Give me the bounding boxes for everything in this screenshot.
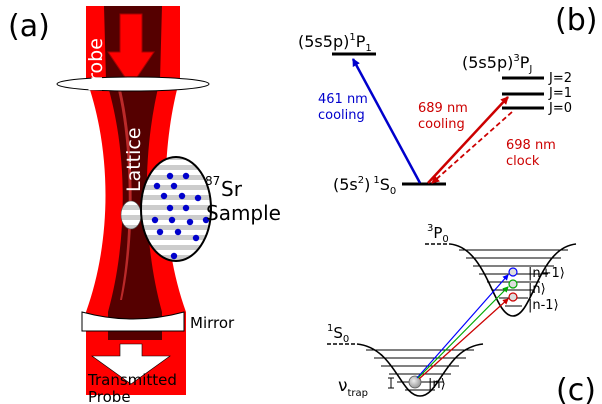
sample-isotope: 87 <box>205 174 220 188</box>
atom-dots <box>151 172 210 260</box>
transition-698 <box>431 111 513 184</box>
level-label-j2: J=2 <box>548 71 572 86</box>
state-1s0-label: (5s2) 1S0 <box>333 175 396 197</box>
mirror <box>81 311 185 332</box>
transmitted-label-line1: Transmitted <box>87 371 177 389</box>
sample-element: Sr <box>221 177 243 201</box>
sample-label: Sample <box>206 201 281 225</box>
state-3pj-label: (5s5p)3PJ <box>462 53 532 75</box>
panel-b-label: (b) <box>555 3 597 38</box>
upper-level-n-minus-1: |n-1⟩ <box>528 298 559 313</box>
probe-arrow-icon <box>107 13 155 87</box>
probe-label: Probe <box>85 38 107 92</box>
transition-698-line1: 698 nm <box>506 138 556 153</box>
upper-potential-well <box>449 243 577 317</box>
sideband-blue <box>416 274 509 379</box>
transmitted-arrow-icon <box>91 343 171 385</box>
atom-n-minus-1 <box>508 292 518 302</box>
lower-state-label: 1S0 <box>327 323 349 345</box>
panel-c: (c) 3P0 1S0 <box>327 223 596 404</box>
lattice-label: Lattice <box>123 127 145 192</box>
upper-level-n-plus-1: |n+1⟩ <box>528 266 565 281</box>
focusing-lens <box>56 76 210 92</box>
transition-698-line2: clock <box>506 154 540 169</box>
atom-n <box>508 279 518 289</box>
panel-b: (b) (5s5p)1P1 (5s5p)3PJ (5s2) 1S0 J=2 J=1… <box>298 3 597 197</box>
atom-ground <box>408 375 422 389</box>
transmitted-label-line2: Probe <box>88 388 131 404</box>
lower-level-n: |n⟩ <box>428 377 446 392</box>
upper-state-label: 3P0 <box>427 223 449 245</box>
trap-frequency-label: νtrap <box>338 376 368 399</box>
trapped-atom-cloud <box>120 200 142 230</box>
sideband-carrier <box>417 286 509 379</box>
transition-461-line2: cooling <box>318 108 365 123</box>
panel-a: (a) Probe Lattice 87 Sr <box>8 6 281 404</box>
trap-spacing-bar <box>388 377 394 389</box>
panel-a-label: (a) <box>8 9 50 44</box>
lattice-highlight <box>118 90 132 300</box>
level-label-j0: J=0 <box>548 101 572 116</box>
mirror-label: Mirror <box>190 314 235 332</box>
transition-689-line1: 689 nm <box>418 101 468 116</box>
state-1p1-label: (5s5p)1P1 <box>298 32 372 54</box>
upper-vib-levels <box>459 249 568 307</box>
transition-461 <box>351 58 422 184</box>
panel-c-label: (c) <box>556 373 596 404</box>
sample-zoom <box>140 156 212 262</box>
upper-level-n: |n⟩ <box>528 282 546 297</box>
level-label-j1: J=1 <box>548 86 572 101</box>
transition-689 <box>427 96 509 184</box>
atom-n-plus-1 <box>508 267 518 277</box>
transition-461-line1: 461 nm <box>318 92 368 107</box>
sideband-red <box>418 298 509 380</box>
lower-potential-well <box>356 343 484 397</box>
transition-689-line2: cooling <box>418 117 465 132</box>
